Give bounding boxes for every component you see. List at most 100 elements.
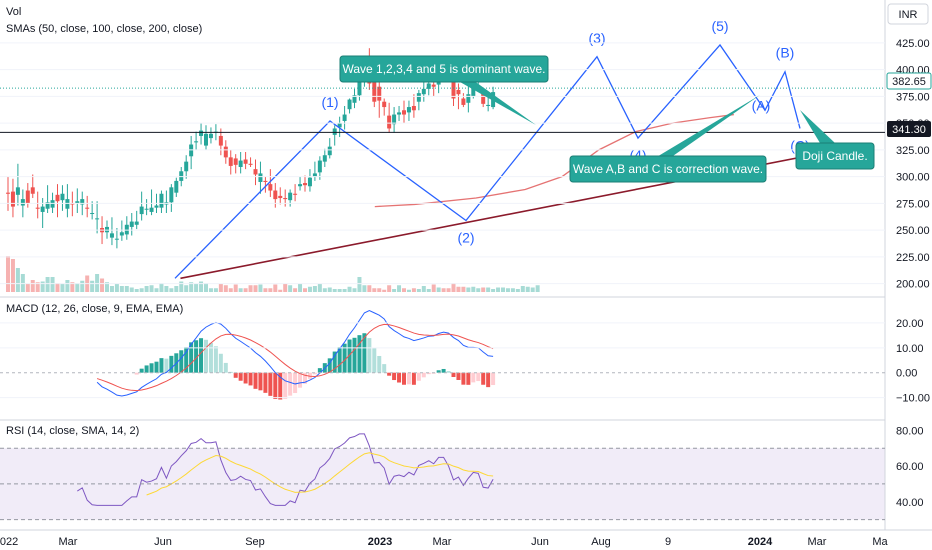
wave-label: (2) bbox=[457, 230, 474, 246]
volume-bar bbox=[278, 289, 283, 292]
volume-bar bbox=[258, 284, 263, 292]
volume-bar bbox=[357, 277, 362, 292]
volume-bar bbox=[45, 277, 50, 292]
macd-histogram-bar bbox=[189, 342, 194, 373]
volume-bar bbox=[377, 288, 382, 292]
volume-bar bbox=[114, 283, 119, 292]
volume-bar bbox=[40, 281, 45, 292]
macd-histogram-bar bbox=[317, 368, 322, 373]
volume-bar bbox=[481, 287, 486, 292]
candle-body bbox=[273, 190, 278, 200]
candle-body bbox=[233, 158, 238, 165]
candle-body bbox=[411, 105, 416, 111]
macd-histogram-bar bbox=[451, 372, 456, 377]
volume-bar bbox=[119, 286, 124, 292]
candle-body bbox=[416, 93, 421, 102]
volume-bar bbox=[179, 281, 184, 292]
candle-body bbox=[248, 163, 253, 165]
volume-bar bbox=[65, 280, 70, 292]
macd-histogram-bar bbox=[416, 372, 421, 381]
candle-body bbox=[431, 84, 436, 87]
macd-histogram-bar bbox=[263, 372, 268, 393]
macd-histogram-bar bbox=[471, 372, 476, 383]
candles bbox=[6, 48, 496, 249]
time-tick-label: Jun bbox=[154, 536, 172, 548]
volume-bar bbox=[169, 288, 174, 292]
callout-dominant-wave: Wave 1,2,3,4 and 5 is dominant wave. bbox=[339, 55, 549, 125]
volume-bar bbox=[303, 288, 307, 292]
currency-badge[interactable] bbox=[887, 3, 929, 25]
volume-bar bbox=[446, 288, 451, 292]
volume-bar bbox=[189, 282, 194, 292]
volume-bar bbox=[174, 286, 179, 292]
candle-body bbox=[159, 193, 164, 208]
price-tick-label: 425.00 bbox=[896, 38, 930, 50]
volume-bar bbox=[105, 282, 109, 292]
candle-body bbox=[80, 199, 85, 205]
wave-label: (B) bbox=[776, 45, 795, 61]
volume-bar bbox=[431, 284, 436, 292]
volume-bar bbox=[159, 283, 164, 292]
volume-bar bbox=[184, 285, 189, 292]
callout-doji-text: Doji Candle. bbox=[802, 149, 867, 163]
candle-body bbox=[75, 201, 80, 204]
candle-body bbox=[327, 146, 332, 156]
candle-body bbox=[218, 135, 223, 146]
price-tick-label: 225.00 bbox=[896, 252, 930, 264]
volume-bar bbox=[213, 288, 218, 292]
candle-body bbox=[263, 180, 268, 182]
volume-bar bbox=[436, 287, 441, 292]
macd-histogram-bar bbox=[352, 337, 357, 373]
candle-body bbox=[481, 93, 486, 104]
candle-body bbox=[129, 221, 134, 227]
macd-histogram-bar bbox=[342, 343, 347, 373]
macd-histogram-bar bbox=[436, 370, 441, 373]
volume-bar bbox=[421, 286, 426, 292]
candle-body bbox=[426, 83, 431, 89]
macd-histogram-bar bbox=[456, 372, 461, 380]
callout-correction-wave: Wave A,B and C is correction wave. bbox=[569, 95, 767, 183]
volume-bar bbox=[530, 287, 535, 292]
candle-body bbox=[268, 184, 273, 191]
volume-bar bbox=[268, 288, 273, 292]
candle-body bbox=[114, 238, 119, 240]
volume-bar bbox=[397, 285, 402, 292]
volume-bar bbox=[387, 285, 392, 292]
candle-body bbox=[238, 160, 243, 167]
time-tick-label: Mar bbox=[59, 536, 78, 548]
candle-body bbox=[303, 183, 307, 186]
volume-bar bbox=[194, 283, 199, 292]
candle-body bbox=[50, 200, 55, 208]
macd-histogram-bar bbox=[194, 340, 199, 373]
candle-body bbox=[144, 208, 149, 210]
last-price-badge bbox=[886, 72, 932, 90]
candle-body bbox=[258, 173, 263, 182]
candle-body bbox=[90, 213, 95, 215]
volume-bar bbox=[486, 287, 491, 292]
candle-body bbox=[20, 199, 25, 206]
macd-histogram-bar bbox=[357, 335, 362, 373]
candle-body bbox=[377, 86, 382, 101]
candle-body bbox=[124, 224, 129, 235]
volume-bar bbox=[496, 287, 501, 292]
price-tick-label: 275.00 bbox=[896, 198, 930, 210]
axes: 425.00400.00375.00350.00325.00300.00275.… bbox=[0, 38, 930, 548]
candle-body bbox=[15, 187, 20, 195]
candle-body bbox=[6, 192, 10, 194]
candle-body bbox=[149, 207, 154, 212]
legend-macd: MACD (12, 26, close, 9, EMA, EMA) bbox=[6, 303, 183, 315]
volume-bar bbox=[337, 289, 342, 292]
macd-histogram-bar bbox=[199, 338, 204, 373]
candle-body bbox=[357, 80, 362, 96]
level-badge bbox=[887, 121, 931, 137]
macd-series bbox=[96, 309, 496, 400]
macd-histogram-bar bbox=[382, 364, 387, 373]
macd-histogram-bar bbox=[268, 372, 273, 396]
volume-bar bbox=[322, 288, 327, 292]
volume-bar bbox=[263, 288, 268, 292]
macd-histogram-bar bbox=[223, 362, 228, 373]
volume-bar bbox=[164, 286, 169, 292]
rsi-tick-label: 40.00 bbox=[896, 497, 924, 509]
candle-body bbox=[253, 169, 258, 175]
volume-bar bbox=[347, 286, 352, 292]
